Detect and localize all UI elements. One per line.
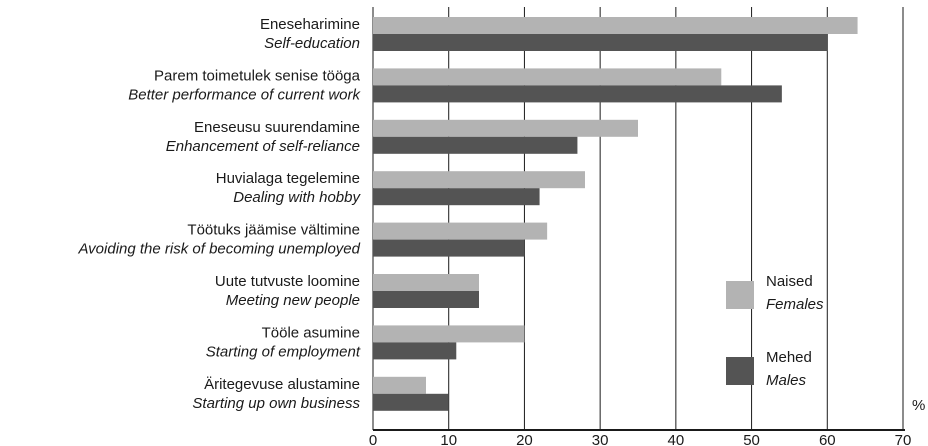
x-tick-label: 70 [895,432,912,446]
category-labels: Eneseharimine Self-education Parem toimetu… [77,16,361,412]
bar-naised [373,274,479,291]
category-label-et: Eneseusu suurendamine [194,119,360,136]
x-tick-label: 40 [668,432,685,446]
category-label-en: Avoiding the risk of becoming unemployed [77,241,360,258]
category-label-et: Uute tutvuste loomine [215,273,360,290]
category-label-en: Starting of employment [206,343,361,360]
bar-naised [373,325,525,343]
bar-mehed [373,188,540,206]
legend-label-naised: Naised [766,273,813,290]
bar-naised [373,222,548,240]
bar-mehed [373,85,782,103]
legend-swatch-naised [726,281,754,309]
bar-naised [373,119,638,137]
bar-mehed [373,34,828,51]
bar-naised [373,171,585,189]
category-label-en: Starting up own business [192,395,360,412]
category-label-et: Huvialaga tegelemine [216,170,360,187]
x-tick-label: 0 [369,432,377,446]
category-label-et: Parem toimetulek senise tööga [154,67,361,84]
bar-mehed [373,342,457,360]
category-label-en: Better performance of current work [128,86,361,103]
legend-label-mehed: Mehed [766,349,812,366]
x-tick-label: 30 [592,432,609,446]
x-axis-ticks: 0 10 20 30 40 50 60 70 [369,432,912,446]
bar-mehed [373,136,578,154]
bar-naised [373,376,426,394]
category-label-en: Meeting new people [226,292,360,309]
bars [373,17,858,411]
x-tick-label: 10 [440,432,457,446]
legend-swatch-mehed [726,357,754,385]
legend-label-males: Males [766,372,807,389]
x-tick-label: 60 [819,432,836,446]
category-label-et: Töötuks jäämise vältimine [187,222,360,239]
bar-naised [373,68,722,86]
category-label-et: Äritegevuse alustamine [204,376,360,393]
category-label-et: Eneseharimine [260,16,360,33]
category-label-en: Enhancement of self-reliance [166,138,360,155]
legend-label-females: Females [766,296,824,313]
legend: Naised Females Mehed Males [726,273,824,389]
category-label-en: Dealing with hobby [233,189,361,206]
bar-mehed [373,291,479,308]
category-label-en: Self-education [264,35,360,52]
category-label-et: Tööle asumine [262,324,360,341]
bar-mehed [373,393,449,411]
bar-mehed [373,239,525,257]
bar-naised [373,17,858,34]
x-tick-label: 50 [743,432,760,446]
unit-label: % [912,397,925,414]
x-tick-label: 20 [516,432,533,446]
